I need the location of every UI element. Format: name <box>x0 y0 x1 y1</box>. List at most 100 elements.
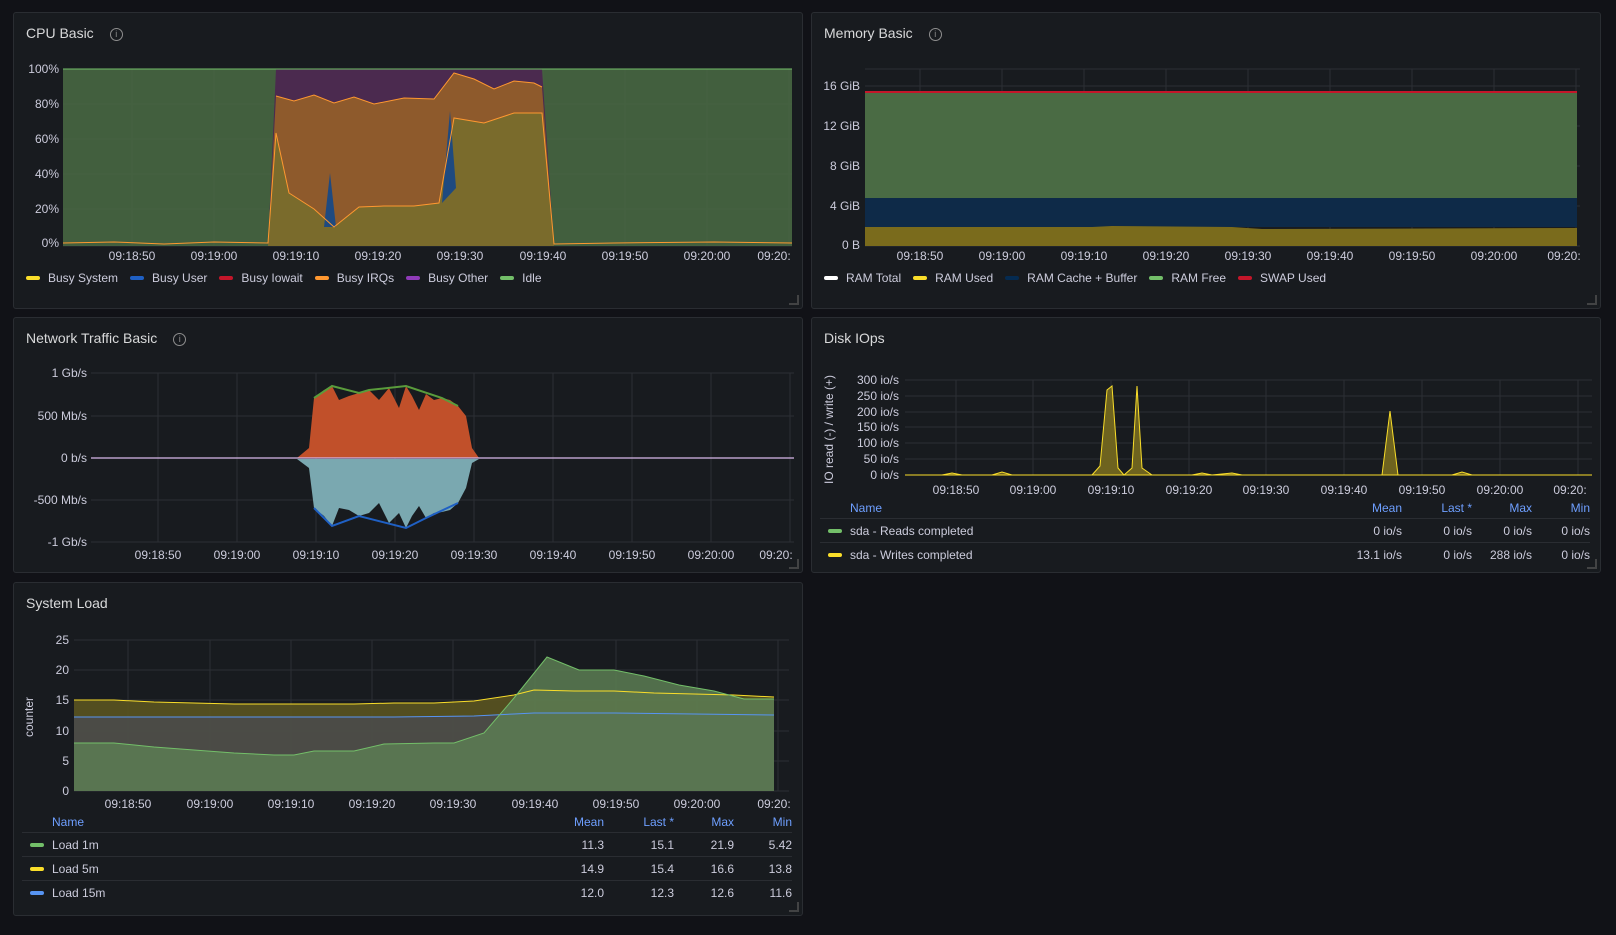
x-tick: 09:19:10 <box>268 797 315 811</box>
system-load-panel: System Load counter 25 20 15 10 5 0 09:1… <box>13 582 803 916</box>
y-tick: 150 io/s <box>857 420 899 434</box>
legend-label: RAM Free <box>1171 271 1227 285</box>
series-name[interactable]: Load 5m <box>22 856 494 881</box>
column-header-last[interactable]: Last * <box>1441 501 1472 515</box>
network-title-text: Network Traffic Basic <box>26 330 158 346</box>
series-name[interactable]: Load 15m <box>22 880 494 904</box>
panel-title[interactable]: Memory Basic i <box>824 25 942 41</box>
ram-used-area <box>865 226 1577 246</box>
column-header-last[interactable]: Last * <box>643 815 674 829</box>
legend-label: Busy Other <box>428 271 489 285</box>
legend-label: Busy User <box>152 271 208 285</box>
cell-min: 0 io/s <box>1532 518 1590 543</box>
table-row[interactable]: sda - Reads completed 0 io/s 0 io/s 0 io/s 0… <box>820 518 1590 543</box>
x-tick: 09:19:30 <box>437 249 484 263</box>
x-tick: 09:19:00 <box>214 548 261 562</box>
panel-title[interactable]: System Load <box>26 595 108 611</box>
load-chart[interactable]: 25 20 15 10 5 0 09:18:50 09:19:00 09:19:… <box>14 583 804 917</box>
legend-swatch <box>500 276 515 280</box>
cpu-x-axis: 09:18:50 09:19:00 09:19:10 09:19:20 09:1… <box>109 249 791 263</box>
x-tick: 09:19:50 <box>602 249 649 263</box>
resize-handle[interactable] <box>789 902 799 912</box>
series-label: Load 15m <box>52 885 106 900</box>
x-tick: 09:19:20 <box>349 797 396 811</box>
cpu-chart[interactable]: 100% 80% 60% 40% 20% 0% 09:18:50 09:19:0 <box>14 13 804 310</box>
ram-cache-area <box>865 198 1577 227</box>
series-label: Load 5m <box>52 861 99 876</box>
resize-handle[interactable] <box>1587 559 1597 569</box>
series-name[interactable]: sda - Reads completed <box>820 518 1292 543</box>
legend-item[interactable]: RAM Total <box>824 271 901 285</box>
y-tick: 0 B <box>842 238 860 252</box>
series-name[interactable]: sda - Writes completed <box>820 542 1292 566</box>
table-row[interactable]: Load 15m 12.0 12.3 12.6 11.6 <box>22 880 792 904</box>
cell-max: 21.9 <box>674 832 734 857</box>
table-row[interactable]: Load 5m 14.9 15.4 16.6 13.8 <box>22 856 792 881</box>
cell-min: 11.6 <box>734 880 792 904</box>
disk-chart[interactable]: 300 io/s 250 io/s 200 io/s 150 io/s 100 … <box>812 318 1602 574</box>
series-swatch <box>30 842 44 847</box>
legend-item[interactable]: Busy User <box>130 271 207 285</box>
legend-item[interactable]: RAM Cache + Buffer <box>1005 271 1137 285</box>
disk-areas <box>905 385 1592 476</box>
resize-handle[interactable] <box>1587 295 1597 305</box>
x-tick: 09:19:50 <box>593 797 640 811</box>
memory-legend: RAM Total RAM Used RAM Cache + Buffer RAM F… <box>824 271 1326 285</box>
legend-item[interactable]: RAM Free <box>1149 271 1226 285</box>
series-label: sda - Writes completed <box>850 547 973 562</box>
legend-swatch <box>130 276 145 280</box>
table-row[interactable]: Load 1m 11.3 15.1 21.9 5.42 <box>22 832 792 857</box>
legend-swatch <box>406 276 421 280</box>
column-header-min[interactable]: Min <box>1570 501 1590 515</box>
legend-item[interactable]: RAM Used <box>913 271 993 285</box>
info-icon[interactable]: i <box>173 333 187 346</box>
network-chart[interactable]: 1 Gb/s 500 Mb/s 0 b/s -500 Mb/s -1 Gb/s … <box>14 318 804 574</box>
cell-max: 288 io/s <box>1472 542 1532 566</box>
legend-label: RAM Total <box>846 271 902 285</box>
cell-last: 12.3 <box>604 880 674 904</box>
x-tick: 09:20:00 <box>674 797 721 811</box>
cell-min: 0 io/s <box>1532 542 1590 566</box>
column-header-mean[interactable]: Mean <box>573 815 604 829</box>
series-name[interactable]: Load 1m <box>22 832 494 857</box>
column-header-name[interactable]: Name <box>52 815 85 829</box>
panel-title[interactable]: Disk IOps <box>824 330 885 346</box>
memory-chart[interactable]: 16 GiB 12 GiB 8 GiB 4 GiB 0 B 09:18:50 0… <box>812 13 1602 310</box>
resize-handle[interactable] <box>789 295 799 305</box>
legend-label: RAM Used <box>935 271 994 285</box>
x-tick: 09:20: <box>759 548 792 562</box>
column-header-max[interactable]: Max <box>711 815 734 829</box>
cpu-areas <box>62 68 793 246</box>
legend-swatch <box>1005 276 1020 280</box>
load-title-text: System Load <box>26 595 108 611</box>
panel-title[interactable]: Network Traffic Basic i <box>26 330 187 346</box>
x-tick: 09:19:30 <box>451 548 498 562</box>
legend-swatch <box>1149 276 1164 280</box>
column-header-mean[interactable]: Mean <box>1371 501 1402 515</box>
resize-handle[interactable] <box>789 559 799 569</box>
table-row[interactable]: sda - Writes completed 13.1 io/s 0 io/s 288… <box>820 542 1590 566</box>
y-tick: 250 io/s <box>857 389 899 403</box>
legend-item[interactable]: Busy Other <box>406 271 488 285</box>
legend-item[interactable]: Idle <box>500 271 542 285</box>
x-tick: 09:19:40 <box>1307 249 1354 263</box>
load-areas <box>74 656 775 791</box>
legend-item[interactable]: Busy System <box>26 271 118 285</box>
y-tick: 5 <box>62 754 69 768</box>
legend-item[interactable]: SWAP Used <box>1238 271 1326 285</box>
x-tick: 09:19:20 <box>355 249 402 263</box>
info-icon[interactable]: i <box>928 28 942 41</box>
legend-item[interactable]: Busy IRQs <box>314 271 394 285</box>
info-icon[interactable]: i <box>109 28 123 41</box>
panel-title[interactable]: CPU Basic i <box>26 25 123 41</box>
cell-last: 15.1 <box>604 832 674 857</box>
column-header-min[interactable]: Min <box>772 815 792 829</box>
legend-item[interactable]: Busy Iowait <box>219 271 303 285</box>
cell-mean: 12.0 <box>494 880 604 904</box>
ram-free-area <box>865 92 1577 198</box>
y-tick: 12 GiB <box>823 119 860 133</box>
x-tick: 09:20: <box>1553 483 1586 497</box>
column-header-name[interactable]: Name <box>850 501 883 515</box>
x-tick: 09:19:30 <box>1225 249 1272 263</box>
column-header-max[interactable]: Max <box>1509 501 1532 515</box>
